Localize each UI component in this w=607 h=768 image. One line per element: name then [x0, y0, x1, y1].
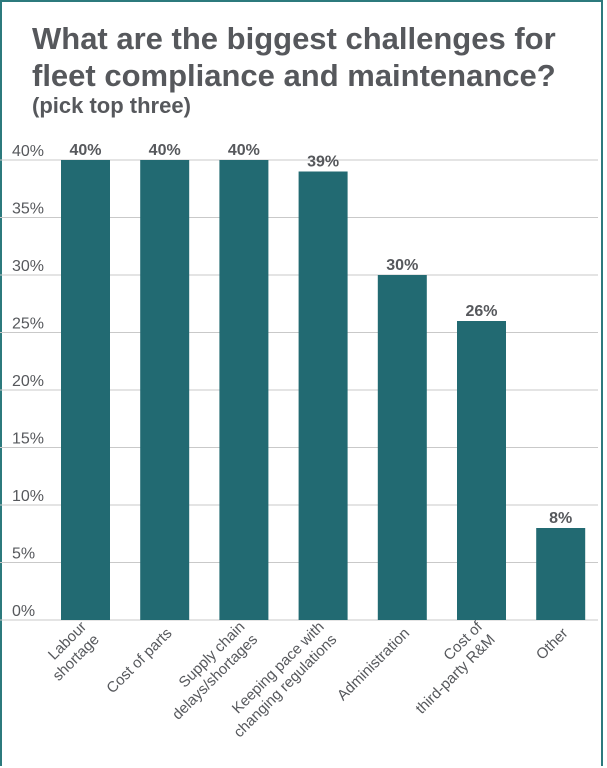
x-tick-label-line: Other: [533, 625, 572, 664]
y-tick-label: 40%: [12, 143, 44, 160]
bar: [61, 160, 110, 620]
data-label: 40%: [149, 142, 181, 159]
data-label: 40%: [228, 142, 260, 159]
chart-title: What are the biggest challenges for flee…: [32, 21, 556, 93]
x-tick-label-line: Cost of parts: [103, 625, 175, 697]
data-label: 8%: [549, 510, 572, 527]
bar: [377, 275, 427, 620]
y-tick-label: 25%: [12, 316, 44, 333]
bar: [298, 171, 348, 620]
y-tick-label: 5%: [12, 546, 35, 563]
bar: [219, 160, 269, 620]
bar: [536, 528, 586, 620]
x-tick-label: Administration: [334, 625, 413, 704]
chart-subtitle: (pick top three): [32, 93, 191, 118]
x-tick-label-line: Administration: [334, 625, 413, 704]
data-label: 30%: [386, 257, 418, 274]
bar: [457, 321, 506, 620]
data-label: 39%: [307, 154, 339, 171]
y-tick-label: 15%: [12, 431, 44, 448]
x-tick-label: Cost of parts: [103, 625, 175, 697]
y-tick-label: 10%: [12, 488, 44, 505]
y-tick-label: 35%: [12, 201, 44, 218]
x-tick-label: Other: [533, 625, 572, 664]
y-tick-label: 0%: [12, 603, 35, 620]
x-tick-label: Labourshortage: [37, 618, 103, 684]
x-tick-label: Cost ofthird-party R&M: [400, 618, 500, 718]
data-label: 40%: [69, 142, 101, 159]
bar: [140, 160, 190, 620]
y-tick-label: 30%: [12, 258, 44, 275]
data-label: 26%: [465, 303, 497, 320]
y-tick-label: 20%: [12, 373, 44, 390]
